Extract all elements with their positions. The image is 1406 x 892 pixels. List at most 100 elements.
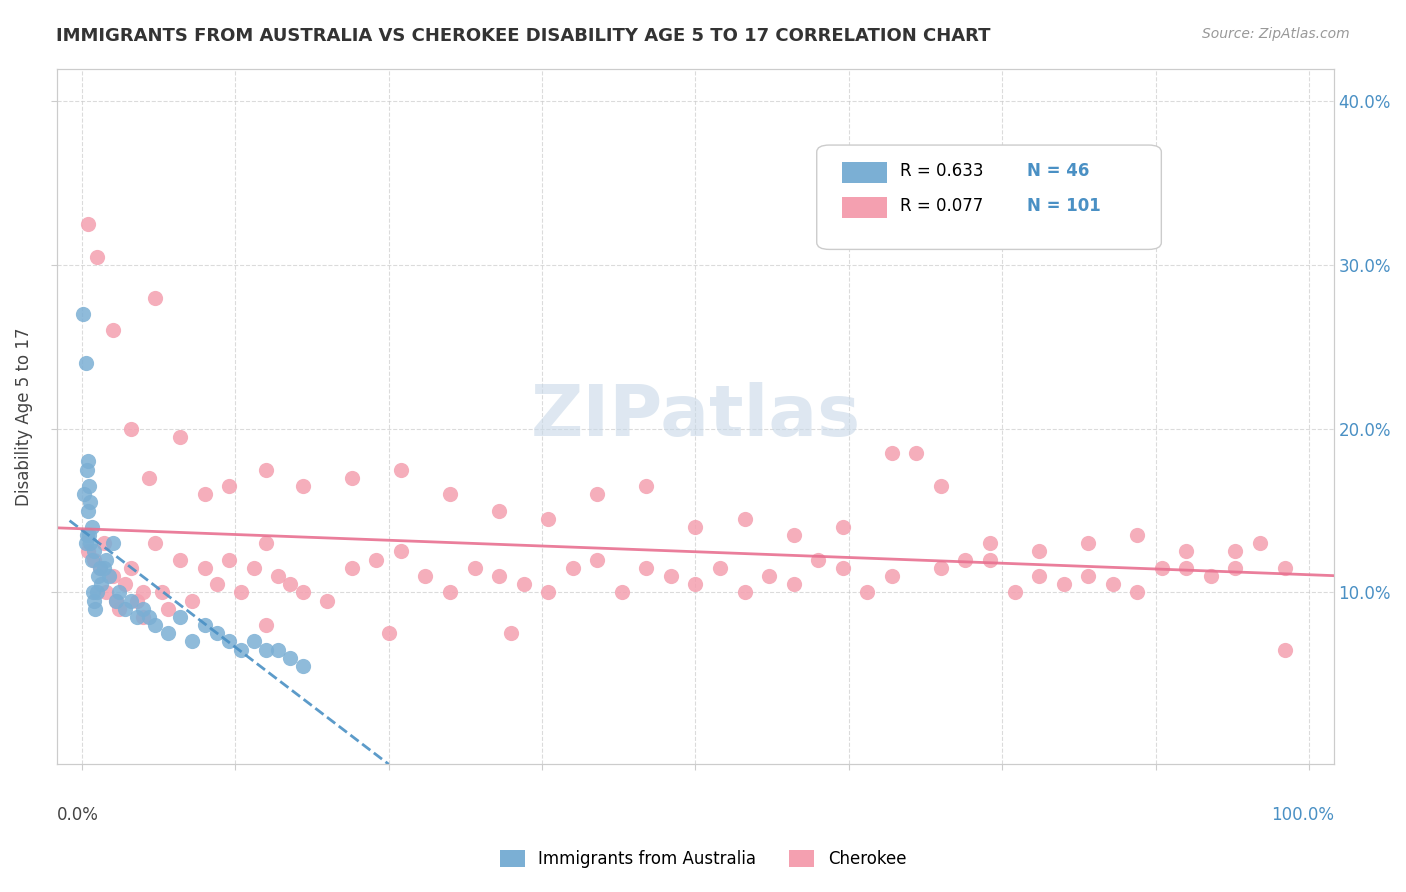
Point: [1028, 544, 1050, 558]
Point: [145, 618, 167, 632]
Point: [76, 528, 98, 542]
Point: [194, 618, 217, 632]
Point: [77, 217, 100, 231]
Point: [464, 561, 486, 575]
Point: [488, 569, 510, 583]
Point: [685, 520, 707, 534]
Point: [377, 626, 399, 640]
Point: [205, 577, 228, 591]
Point: [231, 585, 253, 599]
Point: [120, 593, 142, 607]
Point: [1225, 544, 1247, 558]
Point: [1004, 585, 1026, 599]
Point: [83, 544, 105, 558]
Point: [291, 659, 314, 673]
Point: [83, 552, 105, 566]
Point: [114, 577, 136, 591]
Bar: [842, 162, 887, 184]
Point: [89, 561, 111, 575]
Point: [709, 561, 731, 575]
Point: [125, 610, 148, 624]
Text: N = 46: N = 46: [1028, 162, 1090, 180]
Point: [782, 528, 804, 542]
Point: [955, 552, 977, 566]
Point: [537, 585, 560, 599]
Point: [105, 593, 128, 607]
Point: [96, 552, 118, 566]
Point: [831, 561, 853, 575]
Point: [169, 552, 191, 566]
Point: [83, 593, 105, 607]
Point: [205, 626, 228, 640]
Point: [218, 552, 240, 566]
Point: [82, 585, 104, 599]
Point: [194, 561, 217, 575]
Point: [218, 479, 240, 493]
Point: [1175, 544, 1198, 558]
Point: [93, 536, 115, 550]
Point: [156, 626, 179, 640]
Legend: Immigrants from Australia, Cherokee: Immigrants from Australia, Cherokee: [494, 843, 912, 875]
Text: N = 101: N = 101: [1028, 197, 1101, 215]
Point: [254, 642, 277, 657]
Point: [138, 610, 160, 624]
Point: [340, 561, 363, 575]
Point: [86, 585, 108, 599]
Point: [905, 446, 928, 460]
Point: [132, 585, 155, 599]
Bar: [842, 197, 887, 219]
Point: [105, 593, 128, 607]
Point: [132, 601, 155, 615]
Point: [561, 561, 583, 575]
Point: [86, 250, 108, 264]
Point: [366, 552, 388, 566]
Point: [856, 585, 879, 599]
Point: [120, 561, 142, 575]
Point: [734, 585, 756, 599]
Point: [93, 561, 115, 575]
Point: [659, 569, 682, 583]
Point: [929, 561, 952, 575]
Point: [156, 601, 179, 615]
Point: [291, 479, 314, 493]
Y-axis label: Disability Age 5 to 17: Disability Age 5 to 17: [15, 327, 32, 506]
Point: [1077, 569, 1099, 583]
Point: [929, 479, 952, 493]
Point: [80, 552, 103, 566]
Point: [254, 618, 277, 632]
Point: [1053, 577, 1076, 591]
Point: [512, 577, 534, 591]
Point: [254, 462, 277, 476]
Point: [145, 291, 167, 305]
Point: [415, 569, 437, 583]
Point: [389, 462, 412, 476]
Point: [439, 487, 461, 501]
Point: [1274, 642, 1296, 657]
Point: [1150, 561, 1173, 575]
Point: [254, 536, 277, 550]
Point: [114, 601, 136, 615]
Point: [340, 471, 363, 485]
Point: [125, 593, 148, 607]
Point: [77, 479, 100, 493]
Point: [537, 512, 560, 526]
Point: [145, 536, 167, 550]
Point: [1126, 585, 1149, 599]
Point: [316, 593, 339, 607]
Point: [138, 471, 160, 485]
Point: [75, 536, 97, 550]
Point: [586, 552, 609, 566]
Point: [1028, 569, 1050, 583]
Point: [194, 487, 217, 501]
Point: [72, 307, 94, 321]
Point: [488, 503, 510, 517]
Point: [120, 422, 142, 436]
Text: R = 0.077: R = 0.077: [900, 197, 983, 215]
Point: [831, 520, 853, 534]
Point: [218, 634, 240, 648]
Point: [90, 577, 112, 591]
Point: [807, 552, 830, 566]
Point: [75, 356, 97, 370]
Point: [89, 561, 111, 575]
Point: [586, 487, 609, 501]
